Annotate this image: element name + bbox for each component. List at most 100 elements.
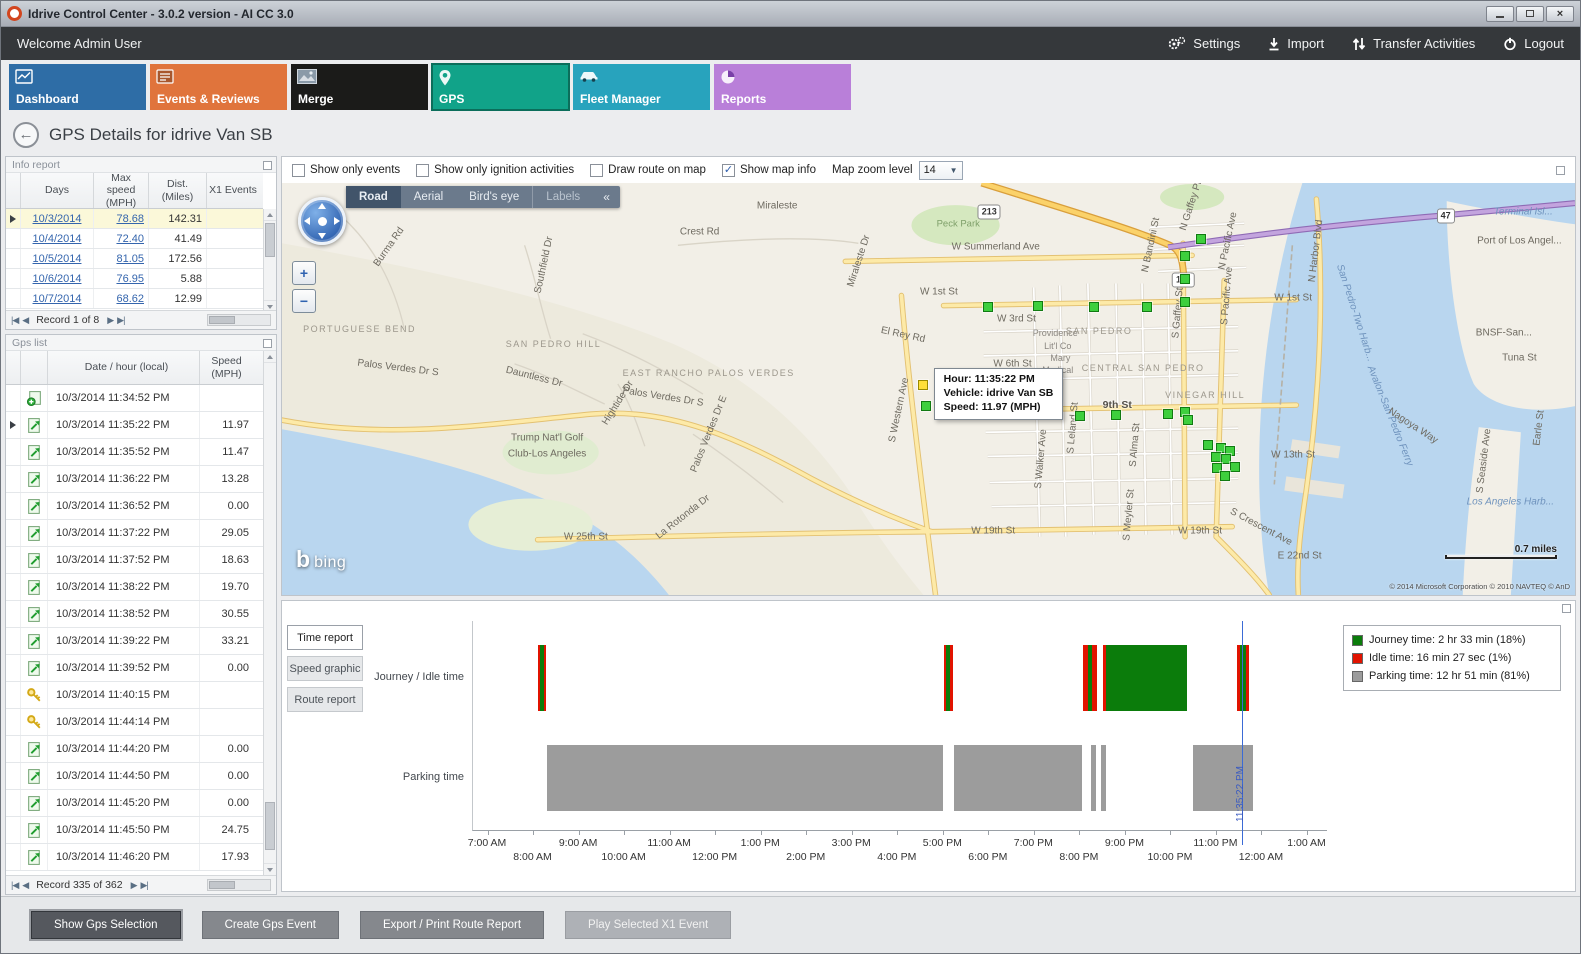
gps-list-row[interactable]: 10/3/2014 11:34:52 PM [6,385,263,412]
map-canvas[interactable]: Miraleste Peck Park W Summerland Ave Crest … [282,183,1575,595]
gps-point-marker[interactable] [1202,440,1213,451]
module-tab-events-reviews[interactable]: Events & Reviews [150,64,287,110]
map-style-tab-labels[interactable]: Labels [532,186,593,208]
max-speed-link[interactable]: 68.62 [116,292,144,305]
map-style-tab-bird-s-eye[interactable]: Bird's eye [469,191,520,203]
max-speed-link[interactable]: 76.95 [116,272,144,285]
map-style-tab-aerial[interactable]: Aerial [413,191,444,203]
gps-point-marker[interactable] [1210,451,1221,462]
gps-list-row[interactable]: 10/3/2014 11:35:22 PM 11.97 [6,412,263,439]
module-tab-dashboard[interactable]: Dashboard [9,64,146,110]
menu-item-transfer-activities[interactable]: Transfer Activities [1352,36,1475,51]
chart-tab-speed-graphic[interactable]: Speed graphic [287,656,363,681]
checkbox-show-only-events[interactable]: Show only events [292,163,400,177]
panel-maximize-icon[interactable] [263,338,272,348]
close-button[interactable]: × [1546,5,1574,22]
panel-maximize-icon[interactable] [263,160,272,170]
day-link[interactable]: 10/5/2014 [32,252,82,265]
info-report-row[interactable]: 10/5/2014 81.05 172.56 [6,249,263,269]
day-link[interactable]: 10/7/2014 [32,292,82,305]
gps-list-row[interactable]: 10/3/2014 11:45:50 PM 24.75 [6,817,263,844]
max-speed-link[interactable]: 72.40 [116,232,144,245]
gps-list-row[interactable]: 10/3/2014 11:37:22 PM 29.05 [6,520,263,547]
gps-point-marker[interactable] [1110,409,1121,420]
gps-point-marker[interactable] [1179,250,1190,261]
gps-list-scrollbar[interactable] [263,351,276,875]
info-report-row[interactable]: 10/7/2014 68.62 12.99 [6,289,263,309]
menu-item-settings[interactable]: Settings [1167,36,1240,51]
pager-first-button[interactable]: |◀ [11,314,19,325]
day-link[interactable]: 10/3/2014 [32,212,82,225]
pager-first-button[interactable]: |◀ [11,879,19,890]
column-header-days[interactable]: Days [21,173,94,208]
gps-list-row[interactable]: 10/3/2014 11:44:14 PM [6,709,263,736]
minimize-button[interactable] [1486,5,1514,22]
gps-point-marker[interactable] [982,301,993,312]
gps-list-row[interactable]: 10/3/2014 11:35:52 PM 11.47 [6,439,263,466]
pager-prev-button[interactable]: ◀ [22,314,29,325]
day-link[interactable]: 10/4/2014 [32,232,82,245]
gps-point-marker[interactable] [1179,273,1190,284]
gps-point-marker[interactable] [1074,410,1085,421]
gps-list-row[interactable]: 10/3/2014 11:46:20 PM 17.93 [6,844,263,871]
column-header-x1-events[interactable]: X1 Events [209,184,257,197]
map-zoom-in-button[interactable]: + [292,261,316,285]
gps-point-marker[interactable] [1142,301,1153,312]
module-tab-fleet-manager[interactable]: Fleet Manager [573,64,710,110]
checkbox-show-map-info[interactable]: ✓ Show map info [721,163,816,177]
gps-point-marker[interactable] [1162,408,1173,419]
info-report-row[interactable]: 10/6/2014 76.95 5.88 [6,269,263,289]
max-speed-link[interactable]: 81.05 [116,252,144,265]
gps-point-marker[interactable] [1183,414,1194,425]
pager-next-button[interactable]: ▶ [107,314,114,325]
module-tab-merge[interactable]: Merge [291,64,428,110]
panel-maximize-icon[interactable] [1562,604,1571,613]
time-chart-plot[interactable]: 11:35:22 PM [472,621,1327,845]
checkbox-show-only-ignition-activities[interactable]: Show only ignition activities [416,163,574,177]
gps-list-row[interactable]: 10/3/2014 11:39:22 PM 33.21 [6,628,263,655]
gps-list-row[interactable]: 10/3/2014 11:39:52 PM 0.00 [6,655,263,682]
map-zoom-out-button[interactable]: − [292,289,316,313]
gps-point-marker[interactable] [1089,301,1099,312]
gps-list-row[interactable]: 10/3/2014 11:40:15 PM [6,682,263,709]
gps-point-marker[interactable] [1033,300,1044,311]
gps-point-marker[interactable] [920,401,931,412]
gps-list-row[interactable]: 10/3/2014 11:38:22 PM 19.70 [6,574,263,601]
menu-item-import[interactable]: Import [1268,36,1324,51]
gps-list-row[interactable]: 10/3/2014 11:44:50 PM 0.00 [6,763,263,790]
max-speed-link[interactable]: 78.68 [116,212,144,225]
day-link[interactable]: 10/6/2014 [32,272,82,285]
gps-list-row[interactable]: 10/3/2014 11:36:52 PM 0.00 [6,493,263,520]
info-report-row[interactable]: 10/4/2014 72.40 41.49 [6,229,263,249]
gps-point-marker[interactable] [1196,233,1207,244]
info-report-scrollbar[interactable] [263,209,276,312]
gps-point-marker[interactable] [1219,470,1230,481]
gps-list-row[interactable]: 10/3/2014 11:36:22 PM 13.28 [6,466,263,493]
gps-point-marker[interactable] [1229,462,1240,473]
pager-next-button[interactable]: ▶ [130,879,138,890]
pager-hscrollbar[interactable] [207,314,271,326]
gps-list-row[interactable]: 10/3/2014 11:44:20 PM 0.00 [6,736,263,763]
map-tabs-collapse-button[interactable]: « [603,190,610,204]
menu-item-logout[interactable]: Logout [1503,36,1564,51]
gps-point-marker[interactable] [918,380,929,391]
pager-last-button[interactable]: ▶| [140,879,149,890]
export-print-route-report-button[interactable]: Export / Print Route Report [359,911,545,939]
chart-tab-route-report[interactable]: Route report [287,687,363,712]
gps-list-row[interactable]: 10/3/2014 11:45:20 PM 0.00 [6,790,263,817]
module-tab-gps[interactable]: GPS [431,63,570,111]
map-style-tab-road[interactable]: Road [346,186,401,208]
pager-last-button[interactable]: ▶| [117,314,125,325]
play-selected-x1-event-button[interactable]: Play Selected X1 Event [565,911,732,939]
back-button[interactable]: ← [13,121,39,148]
column-header-datetime[interactable]: Date / hour (local) [48,351,200,384]
gps-list-row[interactable]: 10/3/2014 11:37:52 PM 18.63 [6,547,263,574]
column-header-max-speed[interactable]: Max speed (MPH) [94,173,149,209]
info-report-row[interactable]: 10/3/2014 78.68 142.31 [6,209,263,229]
gps-list-row[interactable]: 10/3/2014 11:38:52 PM 30.55 [6,601,263,628]
pager-prev-button[interactable]: ◀ [22,879,29,890]
map-compass-control[interactable] [298,197,346,245]
gps-point-marker[interactable] [1211,463,1222,474]
checkbox-draw-route-on-map[interactable]: Draw route on map [590,163,706,177]
gps-point-marker[interactable] [1220,453,1231,464]
